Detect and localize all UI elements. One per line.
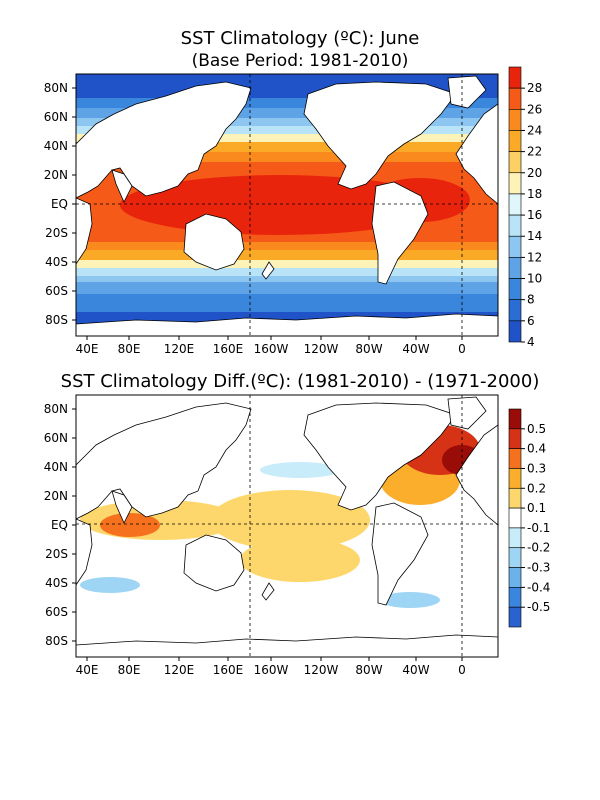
panel2-colorbar-swatch bbox=[508, 527, 522, 549]
panel1-map bbox=[75, 73, 499, 337]
panel2-lon-label: 80E bbox=[118, 663, 141, 677]
panel2-colorbar-swatch bbox=[508, 507, 522, 529]
panel2-colorbar-label: 0.3 bbox=[527, 461, 546, 475]
panel1-colorbar-swatch bbox=[508, 320, 522, 343]
panel1-colorbar-label: 6 bbox=[527, 314, 535, 328]
panel1-lon-label: 160E bbox=[213, 342, 244, 356]
panel1-colorbar-swatch bbox=[508, 66, 522, 89]
panel2-lat-label: 60S bbox=[45, 605, 68, 619]
panel2-colorbar-swatch bbox=[508, 468, 522, 489]
panel2-lat-label: 40N bbox=[44, 460, 68, 474]
panel2-colorbar-label: -0.3 bbox=[527, 561, 550, 575]
panel2-lat-label: 60N bbox=[44, 431, 68, 445]
panel1-lat-label: 60S bbox=[45, 284, 68, 298]
panel1-colorbar-swatch bbox=[508, 299, 522, 322]
panel1-lat-label: EQ bbox=[51, 197, 68, 211]
panel1-colorbar-swatch bbox=[508, 235, 522, 258]
panel2-colorbar-label: 0.2 bbox=[527, 481, 546, 495]
panel1-lon-label: 40E bbox=[76, 342, 99, 356]
panel2-colorbar-label: 0.5 bbox=[527, 422, 546, 436]
panel1-colorbar-label: 22 bbox=[527, 145, 542, 159]
panel1-lon-label: 0 bbox=[458, 342, 466, 356]
panel1-colorbar-swatch bbox=[508, 87, 522, 110]
panel2-axes: 80N 60N 40N 20N EQ 20S 40S 60S 80S 40E 80E 120E 160E… bbox=[44, 402, 466, 677]
panel2-map bbox=[75, 394, 499, 658]
panel1-colorbar-swatch bbox=[508, 278, 522, 300]
panel2-colorbar-swatch bbox=[508, 408, 522, 430]
panel2-colorbar-swatch bbox=[508, 448, 522, 469]
panel2-frame bbox=[75, 394, 499, 658]
panel2-lat-label: 40S bbox=[45, 576, 68, 590]
panel2-diff-field bbox=[76, 395, 498, 657]
panel1-colorbar-label: 14 bbox=[527, 229, 542, 243]
panel2-colorbar-swatch bbox=[508, 606, 522, 628]
panel2-colorbar-label: -0.1 bbox=[527, 521, 550, 535]
panel2-colorbar-label: -0.4 bbox=[527, 580, 550, 594]
panel1-colorbar-label: 26 bbox=[527, 102, 542, 116]
panel2-colorbar-swatch bbox=[508, 547, 522, 568]
panel1-colorbar-swatch bbox=[508, 257, 522, 279]
panel1-colorbar-swatch bbox=[508, 172, 522, 195]
panel2-lon-label: 40W bbox=[402, 663, 429, 677]
panel1-colorbar-swatch bbox=[508, 214, 522, 237]
panel1-lon-label: 120E bbox=[164, 342, 195, 356]
panel1-title: SST Climatology (ºC): June bbox=[180, 28, 420, 49]
panel2-lon-label: 160W bbox=[254, 663, 289, 677]
panel1-colorbar-label: 28 bbox=[527, 81, 542, 95]
panel1-lat-label: 20S bbox=[45, 226, 68, 240]
panel1-colorbar-label: 8 bbox=[527, 293, 535, 307]
panel2-lat-label: 80S bbox=[45, 634, 68, 648]
panel1-colorbar-label: 12 bbox=[527, 250, 542, 264]
panel1-colorbar-swatch bbox=[508, 151, 522, 174]
panel1-lon-label: 160W bbox=[254, 342, 289, 356]
panel1-colorbar-swatch bbox=[508, 109, 522, 131]
panel2-colorbar-swatch bbox=[508, 567, 522, 588]
panel2-lon-label: 0 bbox=[458, 663, 466, 677]
panel1-lat-label: 40N bbox=[44, 139, 68, 153]
panel2-lat-label: 20N bbox=[44, 489, 68, 503]
panel1-lat-label: 80S bbox=[45, 313, 68, 327]
panel2-colorbar-label: 0.4 bbox=[527, 442, 546, 456]
panel1-lat-label: 80N bbox=[44, 81, 68, 95]
panel1-lon-label: 120W bbox=[304, 342, 339, 356]
panel2-lon-label: 160E bbox=[213, 663, 244, 677]
panel1-lat-label: 20N bbox=[44, 168, 68, 182]
panel1-lon-label: 80E bbox=[118, 342, 141, 356]
panel1-colorbar-label: 20 bbox=[527, 166, 542, 180]
panel1-colorbar-swatch bbox=[508, 193, 522, 216]
panel2-lon-label: 80W bbox=[355, 663, 382, 677]
panel2-lat-label: 80N bbox=[44, 402, 68, 416]
panel2-lat-label: EQ bbox=[51, 518, 68, 532]
panel2-colorbar-swatch bbox=[508, 587, 522, 608]
panel1-colorbar-swatch bbox=[508, 130, 522, 152]
panel1-lat-label: 40S bbox=[45, 255, 68, 269]
panel2-colorbar-label: 0.1 bbox=[527, 501, 546, 515]
panel1-colorbar-label: 24 bbox=[527, 123, 542, 137]
panel1-colorbar-label: 16 bbox=[527, 208, 542, 222]
panel1-subtitle: (Base Period: 1981-2010) bbox=[191, 51, 409, 71]
panel1-sst-field bbox=[76, 74, 498, 336]
panel2-title: SST Climatology Diff.(ºC): (1981-2010) -… bbox=[60, 371, 540, 392]
panel1-lon-label: 40W bbox=[402, 342, 429, 356]
panel2-colorbar-swatch bbox=[508, 428, 522, 449]
panel2-colorbar-label: -0.5 bbox=[527, 600, 550, 614]
panel1-lat-label: 60N bbox=[44, 110, 68, 124]
panel2-colorbar: 0.5 0.4 0.3 0.2 0.1 -0.1 -0.2 -0.3 -0.4 -0.5 bbox=[508, 408, 550, 628]
panel1-lon-label: 80W bbox=[355, 342, 382, 356]
panel1-colorbar-label: 10 bbox=[527, 272, 542, 286]
panel2-lon-label: 120W bbox=[304, 663, 339, 677]
panel1-colorbar-label: 4 bbox=[527, 335, 535, 349]
panel2-colorbar-label: -0.2 bbox=[527, 541, 550, 555]
panel1-frame bbox=[75, 73, 499, 337]
panel2-lat-label: 20S bbox=[45, 547, 68, 561]
panel1-colorbar-label: 18 bbox=[527, 187, 542, 201]
panel2-lon-label: 120E bbox=[164, 663, 195, 677]
panel2-lon-label: 40E bbox=[76, 663, 99, 677]
panel2-colorbar-swatch bbox=[508, 487, 522, 509]
panel1-axes: 80N 60N 40N 20N EQ 20S 40S 60S 80S 40E 80E 120E 160E… bbox=[44, 81, 466, 356]
panel1-colorbar: 28 26 24 22 20 18 16 14 12 10 8 6 4 bbox=[508, 66, 542, 349]
